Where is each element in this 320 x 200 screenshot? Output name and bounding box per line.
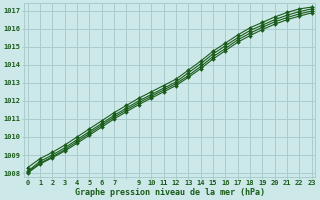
X-axis label: Graphe pression niveau de la mer (hPa): Graphe pression niveau de la mer (hPa) (75, 188, 265, 197)
